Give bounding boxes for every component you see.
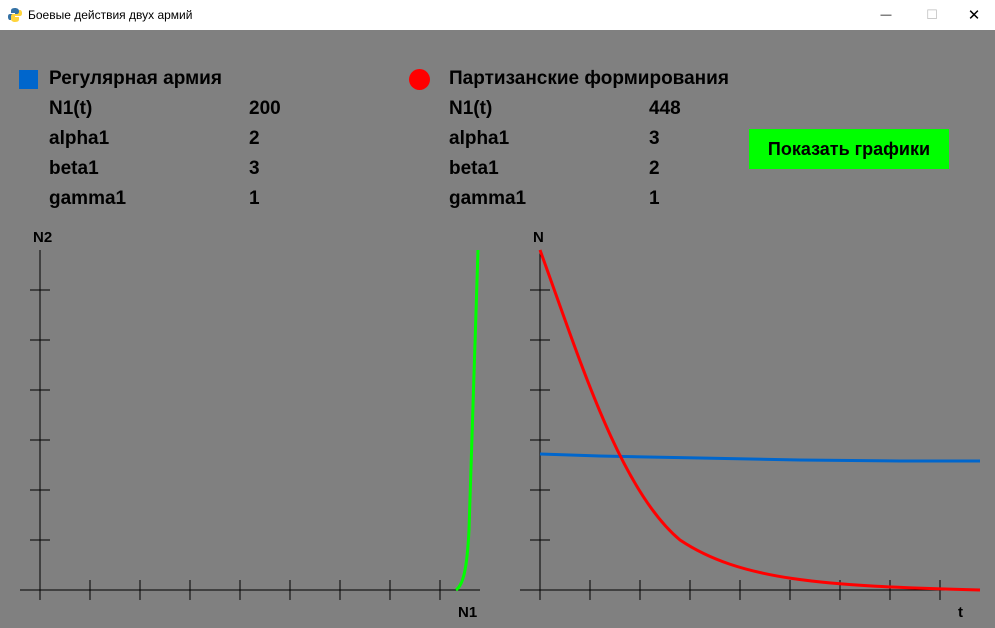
phase-plot-x-label: N1	[458, 604, 478, 621]
army2-param-label: beta1	[449, 158, 499, 179]
army2-param-value: 448	[649, 98, 681, 119]
army1-param-value: 3	[249, 158, 260, 179]
army1-title: Регулярная армия	[49, 68, 222, 89]
maximize-icon: ☐	[926, 7, 938, 22]
time-plot-y-ticks	[530, 289, 550, 541]
phase-trajectory-line	[455, 249, 480, 592]
phase-plot	[20, 249, 480, 600]
red-circle-icon	[409, 69, 430, 90]
army2-title: Партизанские формирования	[449, 68, 729, 89]
army2-param-value: 3	[649, 128, 660, 149]
pygame-canvas: Регулярная армия N1(t) 200 alpha1 2 beta…	[0, 30, 995, 628]
time-plot-y-label: N	[533, 229, 544, 246]
plots-area	[20, 249, 981, 600]
window-title: Боевые действия двух армий	[28, 8, 193, 22]
army1-population-line	[539, 452, 980, 463]
army2-param-label: N1(t)	[449, 98, 493, 119]
minimize-icon: —	[880, 9, 892, 21]
army2-param-label: alpha1	[449, 128, 510, 149]
army2-param-value: 2	[649, 158, 660, 179]
army1-param-value: 1	[249, 188, 260, 209]
army1-param-value: 200	[249, 98, 281, 119]
army2-param-value: 1	[649, 188, 660, 209]
close-icon: ✕	[967, 7, 981, 24]
time-plot	[520, 249, 981, 600]
title-bar: Боевые действия двух армий — ☐ ✕	[0, 0, 995, 30]
phase-plot-x-ticks	[89, 580, 441, 600]
blue-square-icon	[19, 70, 38, 89]
army2-param-label: gamma1	[449, 188, 527, 209]
time-plot-x-label: t	[958, 604, 963, 621]
army1-param-value: 2	[249, 128, 260, 149]
army1-param-label: gamma1	[49, 188, 127, 209]
show-graphs-button[interactable]: Показать графики	[749, 129, 949, 169]
army1-param-label: alpha1	[49, 128, 110, 149]
python-logo-icon	[8, 8, 22, 22]
phase-plot-y-ticks	[30, 289, 50, 541]
phase-plot-y-label: N2	[33, 229, 53, 246]
close-button[interactable]: ✕	[951, 0, 995, 30]
army2-population-line	[538, 249, 981, 592]
maximize-button[interactable]: ☐	[909, 0, 955, 30]
army1-param-label: N1(t)	[49, 98, 93, 119]
army1-param-label: beta1	[49, 158, 99, 179]
minimize-button[interactable]: —	[863, 0, 909, 30]
